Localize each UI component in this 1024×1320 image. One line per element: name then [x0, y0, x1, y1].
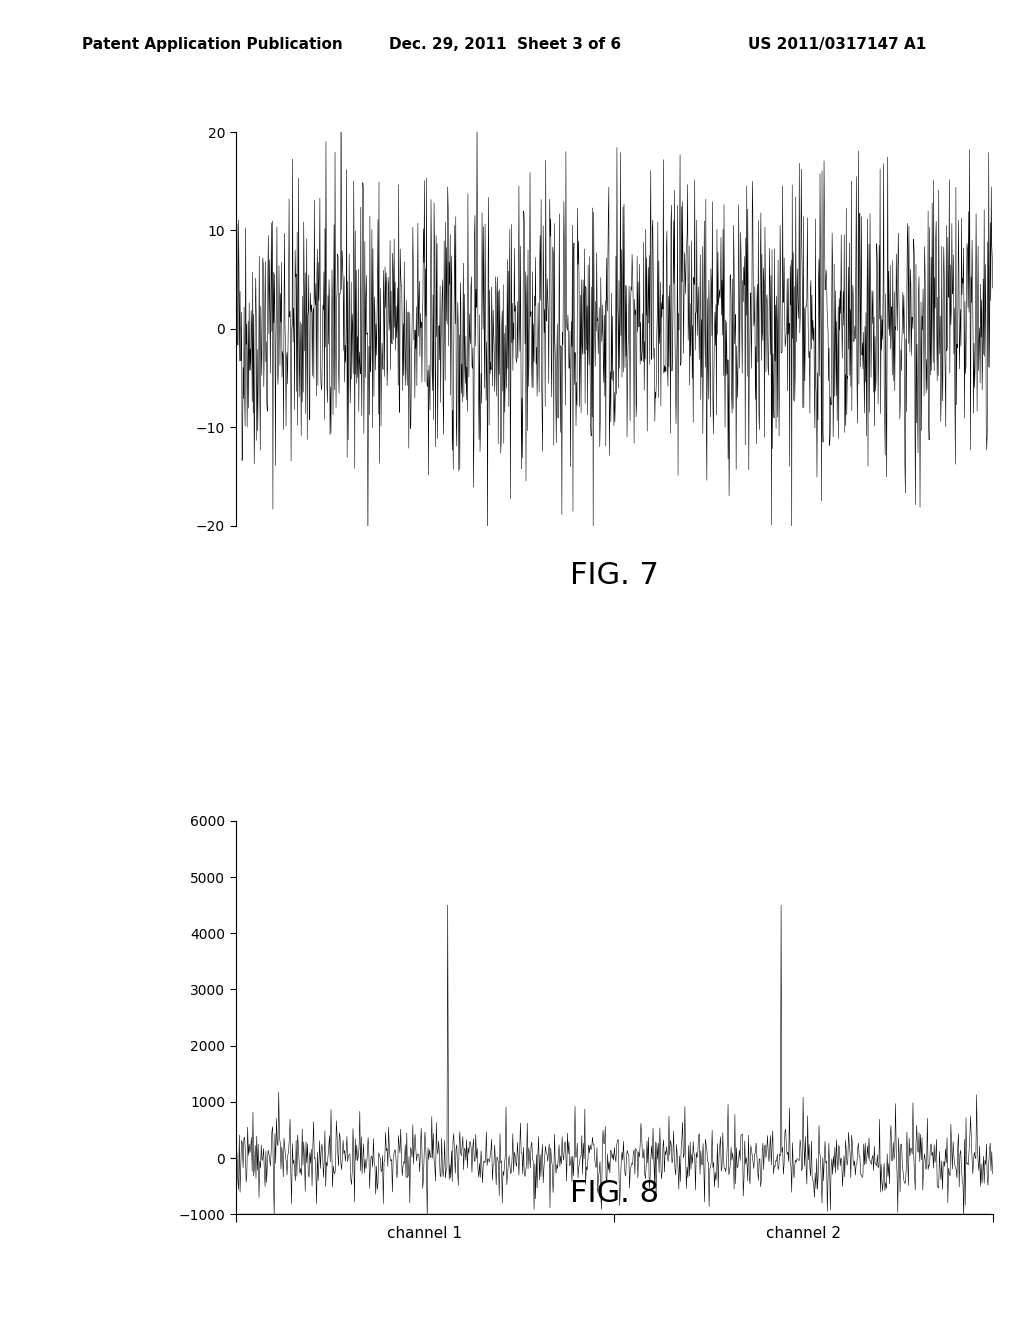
Text: channel 1: channel 1 [387, 1226, 463, 1241]
Text: FIG. 8: FIG. 8 [570, 1179, 658, 1208]
Text: Dec. 29, 2011  Sheet 3 of 6: Dec. 29, 2011 Sheet 3 of 6 [389, 37, 622, 51]
Text: Patent Application Publication: Patent Application Publication [82, 37, 343, 51]
Text: FIG. 7: FIG. 7 [570, 561, 658, 590]
Text: US 2011/0317147 A1: US 2011/0317147 A1 [748, 37, 926, 51]
Text: channel 2: channel 2 [766, 1226, 842, 1241]
